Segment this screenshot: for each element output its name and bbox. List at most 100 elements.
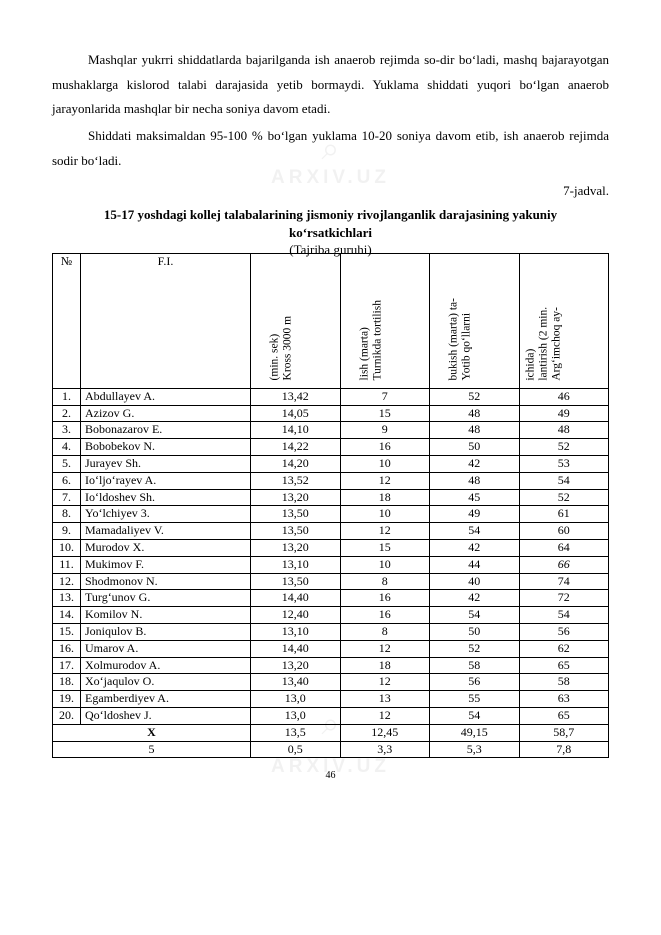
paragraph-2: Shiddati maksimaldan 95-100 % bo‘lgan yu…	[52, 124, 609, 173]
cell-value: 42	[430, 590, 520, 607]
table-row: 17.Xolmurodov A.13,20185865	[53, 657, 609, 674]
cell-value: 66	[519, 556, 609, 573]
col-header-turnik-l2: lish (marta)	[358, 300, 371, 380]
cell-number: 20.	[53, 707, 81, 724]
col-header-argimchoq-l2: lantirish (2 min.	[537, 307, 550, 381]
cell-value: 8	[340, 623, 430, 640]
cell-value: 48	[519, 422, 609, 439]
cell-value: 13,0	[251, 691, 341, 708]
footer-value: 12,45	[340, 724, 430, 741]
cell-value: 40	[430, 573, 520, 590]
footer-value: 0,5	[251, 741, 341, 758]
cell-value: 46	[519, 388, 609, 405]
cell-number: 19.	[53, 691, 81, 708]
cell-value: 7	[340, 388, 430, 405]
cell-value: 16	[340, 590, 430, 607]
cell-value: 48	[430, 472, 520, 489]
cell-number: 18.	[53, 674, 81, 691]
table-row: 9.Mamadaliyev V.13,50125460	[53, 523, 609, 540]
footer-value: 5,3	[430, 741, 520, 758]
cell-value: 10	[340, 455, 430, 472]
cell-number: 17.	[53, 657, 81, 674]
table-row: 20.Qo‘ldoshev J.13,0125465	[53, 707, 609, 724]
cell-value: 12	[340, 674, 430, 691]
cell-value: 14,10	[251, 422, 341, 439]
cell-value: 65	[519, 707, 609, 724]
col-header-name: F.I.	[81, 253, 251, 388]
cell-value: 13	[340, 691, 430, 708]
footer-value: 3,3	[340, 741, 430, 758]
cell-value: 54	[519, 472, 609, 489]
table-row: 16.Umarov A.14,40125262	[53, 640, 609, 657]
cell-name: Bobobekov N.	[81, 439, 251, 456]
cell-value: 18	[340, 489, 430, 506]
table-footer-row: 50,53,35,37,8	[53, 741, 609, 758]
cell-value: 13,50	[251, 573, 341, 590]
cell-value: 54	[430, 523, 520, 540]
table-row: 11.Mukimov F.13,10104466	[53, 556, 609, 573]
cell-name: Komilov N.	[81, 607, 251, 624]
footer-value: 13,5	[251, 724, 341, 741]
cell-value: 13,20	[251, 489, 341, 506]
results-table: № F.I. (min. sek) Kross 3000 m lish (mar…	[52, 253, 609, 759]
table-row: 14.Komilov N.12,40165454	[53, 607, 609, 624]
col-header-argimchoq-l3: ichida)	[524, 307, 537, 381]
cell-name: Qo‘ldoshev J.	[81, 707, 251, 724]
cell-name: Azizov G.	[81, 405, 251, 422]
cell-number: 4.	[53, 439, 81, 456]
cell-value: 74	[519, 573, 609, 590]
cell-name: Mukimov F.	[81, 556, 251, 573]
cell-value: 58	[519, 674, 609, 691]
cell-value: 9	[340, 422, 430, 439]
page-number: 46	[52, 766, 609, 785]
cell-value: 45	[430, 489, 520, 506]
cell-value: 56	[430, 674, 520, 691]
table-row: 15.Joniqulov B.13,1085056	[53, 623, 609, 640]
cell-value: 13,40	[251, 674, 341, 691]
cell-value: 14,05	[251, 405, 341, 422]
cell-value: 50	[430, 439, 520, 456]
table-row: 12.Shodmonov N.13,5084074	[53, 573, 609, 590]
col-header-yotib-l1: Yotib qo‘llarni	[461, 298, 474, 380]
cell-name: Mamadaliyev V.	[81, 523, 251, 540]
cell-value: 18	[340, 657, 430, 674]
cell-value: 60	[519, 523, 609, 540]
cell-number: 11.	[53, 556, 81, 573]
cell-value: 15	[340, 405, 430, 422]
paragraph-1: Mashqlar yukrri shiddatlarda bajarilgand…	[52, 48, 609, 122]
cell-value: 54	[430, 707, 520, 724]
cell-number: 15.	[53, 623, 81, 640]
cell-name: Turg‘unov G.	[81, 590, 251, 607]
table-row: 7.Io‘ldoshev Sh.13,20184552	[53, 489, 609, 506]
cell-value: 12	[340, 707, 430, 724]
footer-label: 5	[53, 741, 251, 758]
table-row: 1.Abdullayev A.13,4275246	[53, 388, 609, 405]
cell-name: Bobonazarov E.	[81, 422, 251, 439]
cell-value: 13,52	[251, 472, 341, 489]
cell-value: 72	[519, 590, 609, 607]
table-title-line-1: 15-17 yoshdagi kollej talabalarining jis…	[104, 207, 557, 222]
footer-value: 49,15	[430, 724, 520, 741]
cell-number: 8.	[53, 506, 81, 523]
cell-value: 14,40	[251, 590, 341, 607]
col-header-argimchoq-l1: Arg‘imchoq ay-	[551, 307, 564, 381]
cell-value: 12,40	[251, 607, 341, 624]
table-row: 18.Xo‘jaqulov O.13,40125658	[53, 674, 609, 691]
cell-value: 13,0	[251, 707, 341, 724]
footer-label: X	[53, 724, 251, 741]
cell-value: 14,22	[251, 439, 341, 456]
table-title: 15-17 yoshdagi kollej talabalarining jis…	[52, 206, 609, 241]
cell-value: 15	[340, 539, 430, 556]
cell-value: 16	[340, 607, 430, 624]
cell-value: 13,10	[251, 623, 341, 640]
col-header-yotib: bukish (marta) ta- Yotib qo‘llarni	[430, 253, 520, 388]
cell-value: 16	[340, 439, 430, 456]
cell-value: 13,50	[251, 523, 341, 540]
cell-value: 8	[340, 573, 430, 590]
col-header-turnik: lish (marta) Turnikda tortilish	[340, 253, 430, 388]
cell-value: 62	[519, 640, 609, 657]
table-row: 19.Egamberdiyev A.13,0135563	[53, 691, 609, 708]
col-header-argimchoq: ichida) lantirish (2 min. Arg‘imchoq ay-	[519, 253, 609, 388]
cell-value: 12	[340, 640, 430, 657]
cell-value: 44	[430, 556, 520, 573]
